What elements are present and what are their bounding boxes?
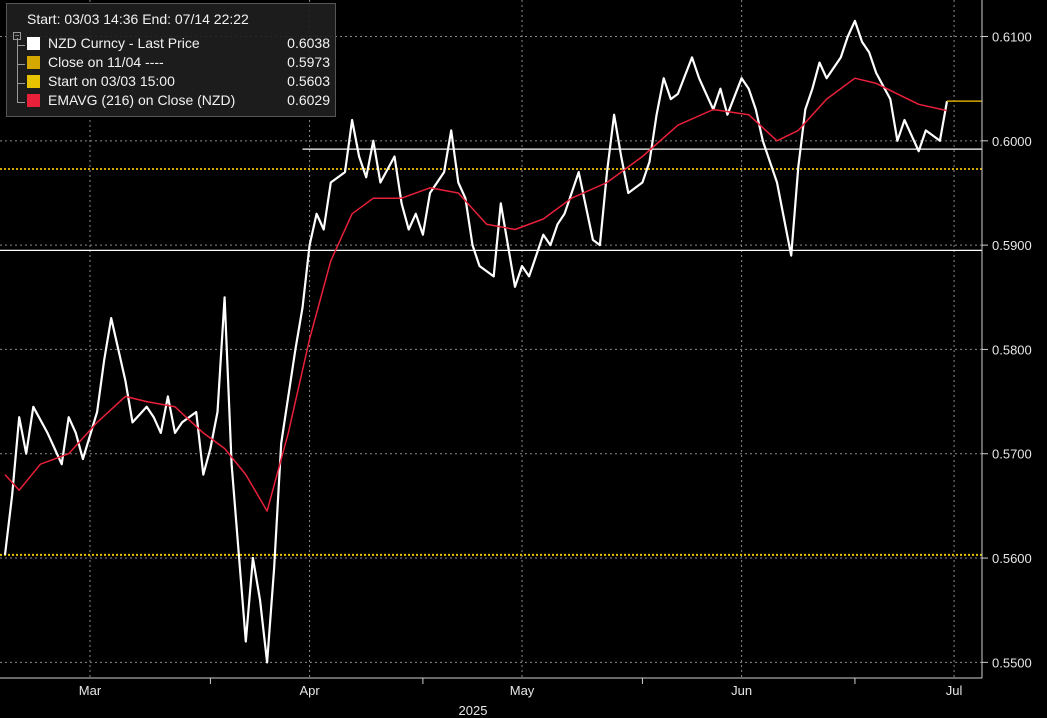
legend-label: EMAVG (216) on Close (NZD) bbox=[48, 92, 236, 108]
legend-item-last-price[interactable]: NZD Curncy - Last Price 0.6038 bbox=[27, 35, 332, 54]
reference-lines bbox=[0, 148, 982, 556]
y-tick-label: 0.5900 bbox=[992, 238, 1032, 253]
x-axis-year-label: 2025 bbox=[459, 703, 488, 718]
y-tick-label: 0.5700 bbox=[992, 447, 1032, 462]
yellow-swatch-icon bbox=[27, 75, 40, 88]
legend-label: NZD Curncy - Last Price bbox=[48, 35, 200, 51]
legend-branch bbox=[17, 83, 25, 84]
legend-label: Close on 11/04 ---- bbox=[48, 54, 164, 70]
x-tick-label: Mar bbox=[79, 683, 102, 698]
y-tick-label: 0.5500 bbox=[992, 655, 1032, 670]
x-tick-label: Jul bbox=[946, 683, 963, 698]
legend-item-close[interactable]: Close on 11/04 ---- 0.5973 bbox=[27, 54, 332, 73]
red-swatch-icon bbox=[27, 94, 40, 107]
series-lines bbox=[3, 19, 982, 664]
y-tick-label: 0.6000 bbox=[992, 134, 1032, 149]
y-tick-label: 0.6100 bbox=[992, 30, 1032, 45]
grid bbox=[0, 0, 982, 678]
legend-tree-line bbox=[17, 38, 24, 102]
legend-item-ema[interactable]: EMAVG (216) on Close (NZD) 0.6029 bbox=[27, 92, 332, 111]
legend-branch bbox=[17, 64, 25, 65]
legend-label: Start on 03/03 15:00 bbox=[48, 73, 175, 89]
price-series-line bbox=[3, 19, 949, 664]
legend-branch bbox=[17, 102, 25, 103]
legend-value: 0.5973 bbox=[287, 54, 330, 70]
y-tick-label: 0.5600 bbox=[992, 551, 1032, 566]
gold-swatch-icon bbox=[27, 56, 40, 69]
legend-item-start[interactable]: Start on 03/03 15:00 0.5603 bbox=[27, 73, 332, 92]
legend-value: 0.6029 bbox=[287, 92, 330, 108]
white-swatch-icon bbox=[27, 37, 40, 50]
legend-value: 0.5603 bbox=[287, 73, 330, 89]
chart-legend: − Start: 03/03 14:36 End: 07/14 22:22 NZ… bbox=[6, 3, 336, 117]
ema-series-line bbox=[4, 77, 948, 512]
x-tick-label: May bbox=[510, 683, 535, 698]
legend-value: 0.6038 bbox=[287, 35, 330, 51]
legend-branch bbox=[17, 45, 25, 46]
legend-date-range: Start: 03/03 14:36 End: 07/14 22:22 bbox=[27, 11, 249, 27]
x-tick-label: Jun bbox=[731, 683, 752, 698]
x-tick-label: Apr bbox=[299, 683, 320, 698]
y-tick-label: 0.5800 bbox=[992, 342, 1032, 357]
